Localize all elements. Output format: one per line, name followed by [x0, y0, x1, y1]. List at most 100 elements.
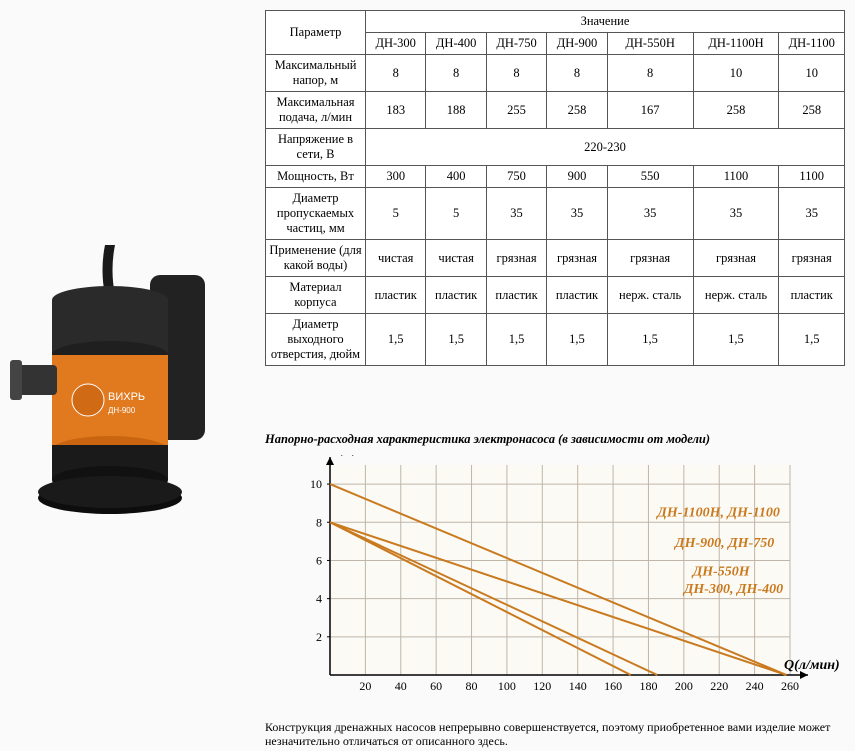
- table-row: Напряжение в сети, В220-230: [266, 129, 845, 166]
- svg-text:180: 180: [639, 679, 657, 693]
- svg-text:100: 100: [498, 679, 516, 693]
- svg-text:120: 120: [533, 679, 551, 693]
- cell-value: 1,5: [547, 314, 607, 366]
- cell-value: 8: [607, 55, 693, 92]
- col-header: ДН-900: [547, 33, 607, 55]
- table-row: Максимальный напор, м888881010: [266, 55, 845, 92]
- col-header: ДН-750: [486, 33, 546, 55]
- svg-text:ДН-900, ДН-750: ДН-900, ДН-750: [673, 536, 774, 551]
- cell-value: 258: [779, 92, 845, 129]
- col-header: ДН-1100: [779, 33, 845, 55]
- cell-value: 35: [547, 188, 607, 240]
- cell-value: 188: [426, 92, 486, 129]
- value-header: Значение: [366, 11, 845, 33]
- cell-value: чистая: [366, 240, 426, 277]
- chart-title: Напорно-расходная характеристика электро…: [265, 432, 710, 447]
- cell-value: 10: [779, 55, 845, 92]
- cell-value: 35: [693, 188, 779, 240]
- cell-value: 900: [547, 166, 607, 188]
- cell-value: 1,5: [426, 314, 486, 366]
- svg-text:60: 60: [430, 679, 442, 693]
- svg-text:4: 4: [316, 592, 322, 606]
- row-span-value: 220-230: [366, 129, 845, 166]
- cell-value: 10: [693, 55, 779, 92]
- cell-value: 300: [366, 166, 426, 188]
- cell-value: 8: [426, 55, 486, 92]
- svg-text:20: 20: [359, 679, 371, 693]
- cell-value: 5: [366, 188, 426, 240]
- svg-text:ДН-1100Н, ДН-1100: ДН-1100Н, ДН-1100: [655, 506, 780, 521]
- cell-value: пластик: [779, 277, 845, 314]
- cell-value: 167: [607, 92, 693, 129]
- svg-text:2: 2: [316, 630, 322, 644]
- cell-value: 1,5: [366, 314, 426, 366]
- cell-value: 35: [607, 188, 693, 240]
- cell-value: пластик: [486, 277, 546, 314]
- svg-text:Н(м): Н(м): [327, 455, 358, 457]
- svg-text:220: 220: [710, 679, 728, 693]
- col-header: ДН-550Н: [607, 33, 693, 55]
- cell-value: 255: [486, 92, 546, 129]
- svg-text:260: 260: [781, 679, 799, 693]
- cell-value: грязная: [486, 240, 546, 277]
- cell-value: пластик: [426, 277, 486, 314]
- cell-value: 550: [607, 166, 693, 188]
- cell-value: чистая: [426, 240, 486, 277]
- cell-value: 1,5: [486, 314, 546, 366]
- row-label: Напряжение в сети, В: [266, 129, 366, 166]
- col-header: ДН-300: [366, 33, 426, 55]
- svg-text:8: 8: [316, 515, 322, 529]
- row-label: Материал корпуса: [266, 277, 366, 314]
- cell-value: нерж. сталь: [607, 277, 693, 314]
- row-label: Максимальная подача, л/мин: [266, 92, 366, 129]
- spec-table-container: Параметр Значение ДН-300 ДН-400 ДН-750 Д…: [265, 10, 845, 366]
- pump-product-image: ВИХРЬ ДН-900: [10, 240, 230, 540]
- cell-value: грязная: [693, 240, 779, 277]
- cell-value: нерж. сталь: [693, 277, 779, 314]
- col-header: ДН-1100Н: [693, 33, 779, 55]
- cell-value: 1,5: [693, 314, 779, 366]
- cell-value: 1,5: [779, 314, 845, 366]
- cell-value: пластик: [547, 277, 607, 314]
- cell-value: 35: [779, 188, 845, 240]
- cell-value: 5: [426, 188, 486, 240]
- pump-model-text: ДН-900: [108, 406, 136, 415]
- table-row: Мощность, Вт30040075090055011001100: [266, 166, 845, 188]
- cell-value: 8: [366, 55, 426, 92]
- footer-note: Конструкция дренажных насосов непрерывно…: [265, 720, 840, 749]
- pump-brand-text: ВИХРЬ: [108, 391, 145, 403]
- row-label: Применение (для какой воды): [266, 240, 366, 277]
- spec-table: Параметр Значение ДН-300 ДН-400 ДН-750 Д…: [265, 10, 845, 366]
- table-row: Диаметр пропускаемых частиц, мм553535353…: [266, 188, 845, 240]
- cell-value: 258: [547, 92, 607, 129]
- table-row: Применение (для какой воды)чистаячистаяг…: [266, 240, 845, 277]
- table-row: Диаметр выходного отверстия, дюйм1,51,51…: [266, 314, 845, 366]
- cell-value: грязная: [547, 240, 607, 277]
- svg-text:10: 10: [310, 477, 322, 491]
- performance-chart: 2040608010012014016018020022024026024681…: [280, 455, 840, 715]
- cell-value: 1,5: [607, 314, 693, 366]
- table-row: Материал корпусапластикпластикпластикпла…: [266, 277, 845, 314]
- svg-text:80: 80: [466, 679, 478, 693]
- svg-text:240: 240: [746, 679, 764, 693]
- cell-value: 8: [486, 55, 546, 92]
- cell-value: 183: [366, 92, 426, 129]
- cell-value: пластик: [366, 277, 426, 314]
- cell-value: 750: [486, 166, 546, 188]
- svg-text:ДН-550Н: ДН-550Н: [691, 565, 751, 580]
- svg-text:40: 40: [395, 679, 407, 693]
- cell-value: 1100: [779, 166, 845, 188]
- svg-text:140: 140: [569, 679, 587, 693]
- cell-value: 35: [486, 188, 546, 240]
- svg-text:ДН-300, ДН-400: ДН-300, ДН-400: [682, 582, 783, 597]
- cell-value: грязная: [779, 240, 845, 277]
- svg-text:160: 160: [604, 679, 622, 693]
- table-row: Максимальная подача, л/мин18318825525816…: [266, 92, 845, 129]
- row-label: Мощность, Вт: [266, 166, 366, 188]
- param-header: Параметр: [266, 11, 366, 55]
- cell-value: 1100: [693, 166, 779, 188]
- row-label: Диаметр выходного отверстия, дюйм: [266, 314, 366, 366]
- row-label: Максимальный напор, м: [266, 55, 366, 92]
- svg-text:Q(л/мин): Q(л/мин): [784, 658, 840, 673]
- cell-value: 400: [426, 166, 486, 188]
